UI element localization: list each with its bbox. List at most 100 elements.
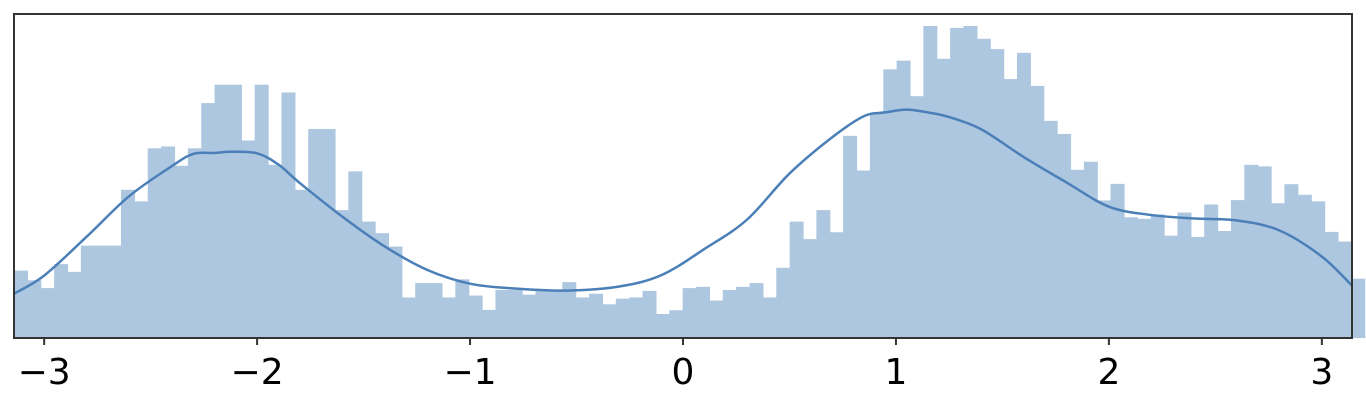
histogram-bar [749,283,764,338]
histogram-bar [562,282,577,338]
histogram-bar [642,290,657,338]
histogram-bar [361,221,376,338]
histogram-bar [508,289,523,338]
histogram-bar [816,210,831,338]
histogram-bar [869,112,884,339]
histogram-bar [134,201,149,338]
histogram-bar [441,297,456,338]
histogram-bar [1244,164,1259,338]
histogram-bar [147,148,162,338]
histogram-bar [120,189,135,338]
histogram-bar [1177,212,1192,338]
histogram-bar [187,148,202,338]
histogram-bar [401,297,416,338]
histogram-bar [1297,194,1312,338]
histogram-bar [1284,184,1299,338]
histogram-bar [843,135,858,338]
histogram-bar [1070,169,1085,338]
x-tick-label: 1 [884,352,907,393]
histogram-bar [950,27,965,339]
histogram-bar [736,286,751,338]
histogram-bar [161,146,176,338]
histogram-bar [214,84,229,338]
histogram-bar [696,286,710,338]
histogram-bar [589,293,604,338]
histogram-bar [923,26,938,338]
histogram-bar [14,270,28,338]
histogram-bar [883,69,898,339]
histogram-bar [535,289,550,338]
histogram-bar [976,38,991,338]
histogram-bar [1150,214,1165,338]
histogram-bar [629,297,644,338]
histogram-bar [1003,79,1018,338]
x-tick-label: −2 [231,352,284,393]
histogram-bar [1324,231,1339,338]
x-tick-label: 3 [1310,352,1333,393]
histogram-bar [1030,85,1045,339]
histogram-bar [468,295,483,338]
histogram-bar [40,288,55,338]
histogram-bar [1257,166,1272,338]
histogram-bars [14,26,1366,339]
histogram-bar [375,233,390,338]
histogram-bar [281,92,296,339]
histogram-bar [655,313,670,338]
histogram-bar [1083,161,1098,338]
histogram-bar [482,309,497,338]
histogram-bar [722,289,737,338]
histogram-bar [1337,241,1352,338]
histogram-bar [27,280,42,338]
histogram-bar [348,171,363,338]
histogram-bar [1016,52,1031,338]
histogram-bar [1351,278,1366,338]
histogram-bar [615,298,630,338]
histogram-bar [428,283,443,338]
histogram-bar [762,297,777,338]
histogram-bar [1097,200,1112,338]
histogram-bar [575,297,590,338]
histogram-bar [201,103,216,338]
x-axis-ticks: −3 −2 −1 0 1 2 3 [18,338,1333,393]
histogram-bar [682,288,697,338]
histogram-bar [936,58,951,338]
histogram-bar [548,289,563,338]
histogram-bar [910,96,924,338]
histogram-bar [829,232,844,338]
histogram-bar [1164,235,1179,338]
histogram-bar [1271,203,1286,338]
x-tick-label: 2 [1097,352,1120,393]
histogram-bar [1137,218,1152,338]
histogram-bar [1217,230,1232,338]
histogram-bar [67,271,82,338]
histogram-bar [388,246,403,338]
histogram-bar [415,283,430,338]
histogram-bar [80,245,95,338]
histogram-bar [107,245,122,338]
histogram-bar [1204,204,1219,338]
histogram-bar [963,26,978,338]
histogram-bar [94,245,109,338]
density-curve [13,108,1353,295]
histogram-bar [990,49,1005,339]
histogram-bar [776,267,791,338]
histogram-bar [455,279,470,338]
histogram-bar [1123,217,1138,338]
histogram-bar [254,84,269,338]
histogram-bar [308,128,323,338]
histogram-bar [1043,120,1058,338]
histogram-bar [321,128,336,338]
histogram-bar [174,165,189,338]
histogram-bar [334,210,349,338]
histogram-bar [789,221,804,338]
histogram-bar [1057,133,1072,338]
x-tick-label: −3 [18,352,71,393]
histogram-bar [1110,183,1125,338]
histogram-bar [709,300,724,338]
histogram-bar [241,140,256,338]
histogram-bar [602,304,617,338]
histogram-bar [268,164,283,338]
histogram-bar [294,189,309,338]
histogram-bar [1190,236,1205,338]
